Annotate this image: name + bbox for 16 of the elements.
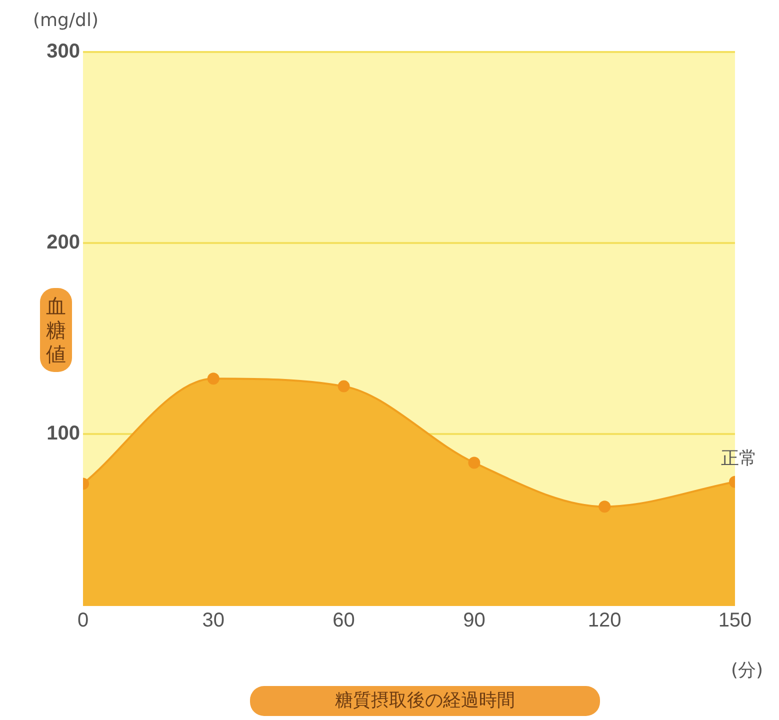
y-tick-label: 100 bbox=[46, 422, 80, 445]
y-tick-label: 300 bbox=[46, 40, 80, 63]
x-tick-label: 30 bbox=[202, 610, 225, 632]
y-axis-title: 血糖値 bbox=[40, 288, 72, 372]
x-tick-label: 120 bbox=[588, 610, 622, 632]
x-tick-label: 0 bbox=[77, 610, 89, 632]
text: (mg/dl) bbox=[33, 10, 98, 31]
x-tick-label: 90 bbox=[463, 610, 486, 632]
point bbox=[468, 456, 480, 469]
x-axis-title: 糖質摂取後の経過時間 bbox=[250, 686, 600, 716]
text: (分) bbox=[730, 660, 763, 681]
x-tick-label: 150 bbox=[718, 610, 752, 632]
y-tick-label: 200 bbox=[46, 232, 80, 254]
point bbox=[338, 380, 350, 392]
x-tick-label: 60 bbox=[332, 610, 355, 632]
annotation: 正常 bbox=[721, 448, 757, 469]
